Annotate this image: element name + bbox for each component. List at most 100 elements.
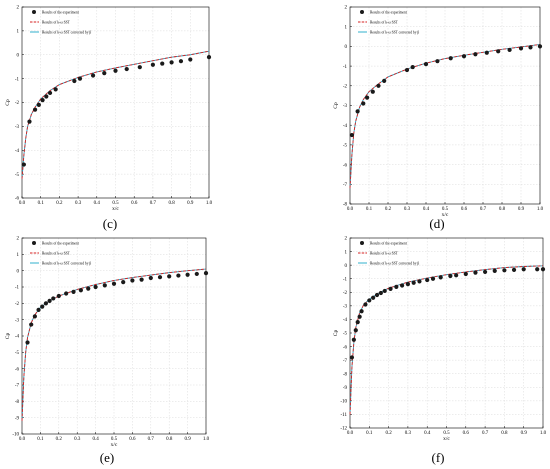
x-tick-label: 0.9 — [184, 437, 191, 442]
experiment-point — [417, 279, 422, 284]
x-tick-label: 0.1 — [37, 437, 44, 442]
y-tick-label: -11 — [341, 413, 348, 418]
y-tick-label: -7 — [343, 183, 348, 188]
y-tick-label: -1 — [343, 65, 348, 70]
experiment-point — [102, 71, 107, 76]
experiment-point — [72, 78, 77, 84]
x-tick-label: 0.5 — [111, 437, 118, 442]
y-tick-label: -3 — [15, 318, 20, 323]
y-tick-label: -3 — [343, 305, 348, 310]
x-tick-label: 0.9 — [518, 207, 525, 212]
experiment-point — [361, 101, 366, 106]
y-tick-label: -4 — [15, 149, 20, 154]
experiment-point — [367, 298, 372, 303]
legend: Results of the experiment Results of k-ω … — [30, 10, 91, 34]
y-axis-label: Cp — [5, 99, 11, 106]
experiment-point — [25, 340, 30, 345]
experiment-point — [507, 47, 512, 53]
experiment-point — [36, 307, 41, 312]
series-line-kw-sst-corrected — [21, 50, 210, 179]
y-tick-label: 2 — [17, 237, 20, 242]
experiment-point — [124, 66, 129, 72]
x-tick-label: 1.0 — [206, 201, 213, 206]
legend-marker-experiment — [360, 10, 364, 14]
x-tick-label: 0.4 — [423, 207, 430, 212]
x-tick-label: 0.9 — [187, 201, 194, 206]
x-tick-label: 0.0 — [347, 207, 354, 212]
experiment-point — [355, 320, 360, 325]
x-tick-label: 0.1 — [366, 431, 373, 436]
experiment-point — [47, 298, 52, 303]
legend-marker-experiment — [32, 10, 36, 14]
y-tick-label: -10 — [12, 433, 19, 438]
experiment-point — [130, 278, 135, 283]
experiment-point — [44, 94, 49, 99]
y-tick-label: -6 — [15, 367, 20, 372]
experiment-point — [454, 273, 459, 278]
x-tick-label: 0.6 — [131, 201, 138, 206]
experiment-point — [150, 62, 155, 67]
y-tick-label: -10 — [340, 400, 347, 405]
experiment-point — [540, 267, 546, 272]
experiment-point — [113, 68, 118, 73]
experiment-point — [484, 50, 489, 55]
chart-panel: 0.0 0.1 0.2 0.3 0.4 0.5 0.6 0.7 0.8 0.9 1.0 2 1 0 -1 -2… — [333, 237, 547, 465]
experiment-point — [53, 87, 58, 92]
experiment-point — [32, 107, 38, 112]
experiment-point — [353, 328, 358, 333]
experiment-point — [32, 314, 37, 319]
legend-label-experiment: Results of the experiment — [370, 10, 407, 14]
experiment-point — [121, 280, 126, 285]
panel-label: (e) — [100, 450, 114, 465]
y-tick-label: -2 — [343, 291, 348, 296]
experiment-point — [349, 132, 354, 138]
panel-label: (d) — [429, 216, 444, 231]
x-tick-label: 0.5 — [442, 207, 449, 212]
experiment-point — [47, 90, 53, 96]
x-axis-label: x/c — [112, 206, 119, 212]
y-axis-label: Cp — [333, 330, 339, 337]
experiment-point — [521, 267, 526, 272]
panel-label: (f) — [432, 450, 445, 465]
y-tick-label: -7 — [15, 384, 20, 389]
experiment-point — [400, 283, 405, 288]
x-tick-label: 0.8 — [499, 207, 506, 212]
x-tick-label: 0.2 — [56, 201, 63, 206]
x-tick-label: 0.5 — [443, 431, 450, 436]
legend-label-experiment: Results of the experiment — [42, 241, 79, 245]
y-tick-label: 0 — [17, 269, 20, 274]
x-tick-label: 0.8 — [166, 437, 173, 442]
legend: Results of the experiment Results of k-ω … — [358, 10, 419, 34]
legend-label-experiment: Results of the experiment — [370, 241, 407, 245]
y-tick-label: -2 — [15, 101, 20, 106]
y-tick-label: -5 — [15, 351, 20, 356]
experiment-point — [27, 119, 32, 124]
experiment-point — [178, 59, 184, 64]
experiment-point — [371, 295, 376, 300]
experiment-point — [394, 284, 399, 289]
experiment-point — [448, 56, 453, 61]
experiment-point — [518, 46, 524, 51]
experiment-point — [423, 62, 429, 67]
y-tick-label: -4 — [343, 124, 348, 129]
x-tick-label: 0.6 — [461, 207, 468, 212]
experiment-point — [148, 275, 153, 281]
legend: Results of the experiment Results of k-ω … — [358, 241, 419, 265]
experiment-point — [463, 271, 468, 277]
x-tick-label: 0.4 — [424, 431, 431, 436]
experiment-point — [461, 54, 467, 59]
x-tick-label: 0.2 — [385, 207, 392, 212]
experiment-point — [349, 355, 355, 360]
x-tick-label: 0.8 — [501, 431, 508, 436]
experiment-point — [169, 60, 174, 65]
experiment-point — [438, 275, 443, 280]
experiment-point — [492, 268, 497, 273]
x-tick-label: 0.8 — [168, 201, 175, 206]
experiment-point — [473, 52, 478, 57]
y-tick-label: 1 — [17, 30, 20, 35]
x-tick-label: 0.7 — [150, 201, 157, 206]
y-tick-label: -6 — [343, 345, 348, 350]
y-tick-label: 0 — [17, 53, 20, 58]
experiment-point — [78, 288, 83, 293]
